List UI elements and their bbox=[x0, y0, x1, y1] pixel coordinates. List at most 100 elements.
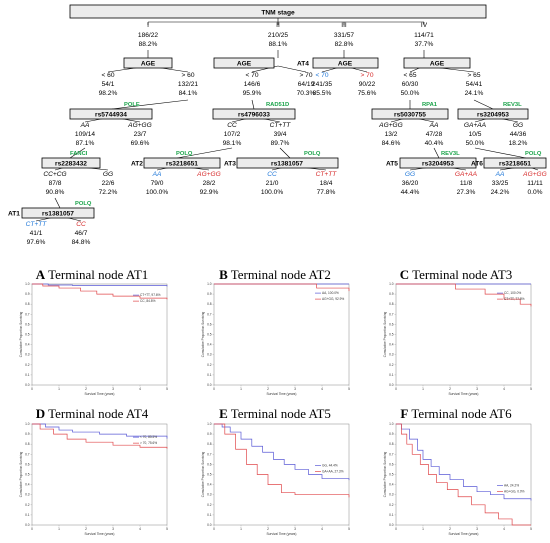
y-tick-label: 0.8 bbox=[207, 442, 212, 446]
svg-text:AGE: AGE bbox=[338, 61, 353, 68]
svg-text:I: I bbox=[147, 22, 149, 29]
y-tick-label: 0.6 bbox=[25, 322, 30, 326]
svg-text:46/7: 46/7 bbox=[75, 230, 88, 237]
svg-text:132/21: 132/21 bbox=[178, 81, 199, 88]
x-tick-label: 1 bbox=[58, 527, 60, 531]
y-tick-label: 1.0 bbox=[25, 422, 30, 426]
x-axis-label: Survival Time (years) bbox=[449, 392, 479, 396]
svg-text:24.1%: 24.1% bbox=[465, 90, 484, 97]
y-tick-label: 0.0 bbox=[25, 383, 30, 387]
svg-text:37.7%: 37.7% bbox=[415, 41, 434, 48]
x-tick-label: 1 bbox=[422, 387, 424, 391]
svg-text:RPA1: RPA1 bbox=[422, 102, 438, 108]
km-plot-A: 0.0 0.1 0.2 0.3 0.4 0.5 0.6 0.7 0.8 0.9 1.0 0 1 2 3 4 5 C… bbox=[19, 282, 168, 396]
y-axis-label: Cumulative Proportion Surviving bbox=[383, 312, 387, 358]
svg-text:21/0: 21/0 bbox=[266, 180, 279, 187]
y-tick-label: 0.9 bbox=[389, 432, 394, 436]
snp-node-rs1381057-AT1: POLQ AT1 rs1381057 CT+TT 41/1 97.6% CC 4… bbox=[8, 201, 95, 246]
x-tick-label: 2 bbox=[267, 387, 269, 391]
km-curve-group2 bbox=[32, 283, 168, 300]
y-tick-label: 0.8 bbox=[207, 302, 212, 306]
km-curve-group2 bbox=[32, 423, 168, 449]
svg-text:44.4%: 44.4% bbox=[401, 189, 420, 196]
svg-text:> 65: > 65 bbox=[467, 72, 480, 79]
snp-node-rs2283432: FANCI rs2283432 CC+CG 87/8 90.8% GG 22/6… bbox=[41, 151, 117, 196]
svg-text:54/41: 54/41 bbox=[466, 81, 483, 88]
svg-text:POLQ: POLQ bbox=[75, 201, 92, 207]
y-tick-label: 1.0 bbox=[25, 282, 30, 286]
svg-text:22/6: 22/6 bbox=[102, 180, 115, 187]
svg-text:85.5%: 85.5% bbox=[313, 90, 332, 97]
x-tick-label: 5 bbox=[166, 527, 168, 531]
km-plots: 0.0 0.1 0.2 0.3 0.4 0.5 0.6 0.7 0.8 0.9 1.0 0 1 2 3 4 5 C… bbox=[19, 282, 532, 536]
svg-text:28/2: 28/2 bbox=[203, 180, 216, 187]
svg-text:> 70: > 70 bbox=[299, 72, 312, 79]
km-plot-F: 0.0 0.1 0.2 0.3 0.4 0.5 0.6 0.7 0.8 0.9 1.0 0 1 2 3 4 5 C… bbox=[383, 422, 532, 536]
y-tick-label: 0.8 bbox=[25, 442, 30, 446]
x-tick-label: 2 bbox=[85, 527, 87, 531]
svg-text:90/22: 90/22 bbox=[359, 81, 376, 88]
age-node-stage-I: AGE < 60 54/1 98.2% > 60 132/21 84.1% bbox=[99, 57, 199, 97]
plot-frame bbox=[31, 423, 168, 526]
svg-text:IV: IV bbox=[421, 22, 428, 29]
x-axis-label: Survival Time (years) bbox=[85, 532, 115, 536]
x-tick-label: 1 bbox=[422, 527, 424, 531]
svg-text:AA: AA bbox=[429, 122, 439, 129]
x-tick-label: 2 bbox=[449, 387, 451, 391]
y-tick-label: 0.2 bbox=[207, 363, 212, 367]
y-tick-label: 0.9 bbox=[25, 432, 30, 436]
svg-text:GG: GG bbox=[103, 171, 113, 178]
tnm-stage-box bbox=[69, 4, 487, 19]
panel-title-C: C Terminal node AT3 bbox=[400, 267, 513, 282]
y-tick-label: 0.5 bbox=[25, 473, 30, 477]
km-curve-group1 bbox=[214, 423, 350, 481]
plot-frame bbox=[213, 283, 350, 386]
svg-text:GA+AA: GA+AA bbox=[455, 171, 478, 178]
legend-label: AG+GG, 0.0% bbox=[504, 490, 525, 494]
legend-label: CT+TT, 77.8% bbox=[504, 297, 525, 301]
svg-text:< 60: < 60 bbox=[101, 72, 114, 79]
svg-text:47/28: 47/28 bbox=[426, 131, 443, 138]
svg-text:39/4: 39/4 bbox=[274, 131, 287, 138]
svg-text:CC: CC bbox=[267, 171, 277, 178]
legend-label: CT+TT, 97.6% bbox=[140, 293, 161, 297]
svg-text:241/35: 241/35 bbox=[312, 81, 333, 88]
y-tick-label: 0.4 bbox=[207, 483, 212, 487]
y-tick-label: 0.7 bbox=[207, 452, 212, 456]
legend-label: AG+GG, 92.9% bbox=[322, 297, 344, 301]
y-tick-label: 0.6 bbox=[207, 322, 212, 326]
svg-text:87.1%: 87.1% bbox=[76, 140, 95, 147]
svg-text:11/8: 11/8 bbox=[460, 180, 473, 187]
y-tick-label: 0.5 bbox=[207, 473, 212, 477]
svg-text:AA: AA bbox=[495, 171, 505, 178]
x-tick-label: 0 bbox=[31, 387, 33, 391]
y-tick-label: 0.3 bbox=[25, 353, 30, 357]
svg-text:44/36: 44/36 bbox=[510, 131, 527, 138]
svg-text:AGE: AGE bbox=[430, 61, 445, 68]
y-tick-label: 0.4 bbox=[207, 343, 212, 347]
svg-text:AT4: AT4 bbox=[297, 61, 309, 68]
stage-IV: IV 114/71 37.7% bbox=[414, 22, 434, 48]
svg-text:rs4796033: rs4796033 bbox=[238, 112, 270, 119]
legend-label: GA+AA, 27.3% bbox=[322, 469, 344, 473]
svg-text:POLQ: POLQ bbox=[176, 151, 193, 157]
svg-text:rs5744934: rs5744934 bbox=[95, 112, 127, 119]
svg-text:331/57: 331/57 bbox=[334, 32, 355, 39]
plot-frame bbox=[31, 283, 168, 386]
y-tick-label: 0.9 bbox=[389, 292, 394, 296]
y-tick-label: 0.3 bbox=[389, 493, 394, 497]
km-curve-group2 bbox=[214, 283, 350, 292]
svg-text:AG+GG: AG+GG bbox=[378, 122, 403, 129]
svg-text:rs2283432: rs2283432 bbox=[55, 161, 87, 168]
y-tick-label: 0.0 bbox=[207, 383, 212, 387]
svg-text:rs3218651: rs3218651 bbox=[499, 161, 531, 168]
km-curve-group1 bbox=[32, 423, 168, 439]
y-tick-label: 0.9 bbox=[207, 292, 212, 296]
y-tick-label: 0.1 bbox=[389, 513, 394, 517]
svg-text:AA: AA bbox=[80, 122, 90, 129]
km-plot-E: 0.0 0.1 0.2 0.3 0.4 0.5 0.6 0.7 0.8 0.9 1.0 0 1 2 3 4 5 C… bbox=[201, 422, 350, 536]
svg-text:AT2: AT2 bbox=[131, 161, 143, 168]
snp-node-rs1381057-AT3: POLQ AT3 rs1381057 CC 21/0 100.0% CT+TT … bbox=[224, 151, 339, 196]
svg-text:84.6%: 84.6% bbox=[382, 140, 401, 147]
x-tick-label: 0 bbox=[395, 527, 397, 531]
